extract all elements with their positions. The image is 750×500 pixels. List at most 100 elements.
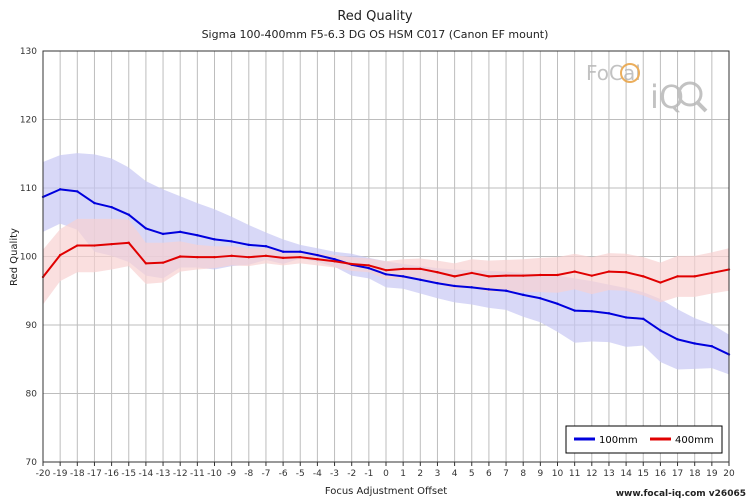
- data-point-100mm: [522, 293, 525, 297]
- data-point-400mm: [504, 274, 508, 277]
- data-point-100mm: [76, 190, 79, 193]
- data-point-100mm: [453, 284, 456, 288]
- x-tick-label: 7: [503, 469, 509, 479]
- legend-label-400mm: 400mm: [675, 435, 714, 446]
- data-point-400mm: [144, 262, 148, 265]
- data-point-100mm: [693, 342, 696, 345]
- data-point-400mm: [676, 275, 679, 278]
- data-point-400mm: [624, 271, 628, 274]
- x-tick-label: 13: [603, 469, 614, 479]
- data-point-400mm: [110, 242, 113, 246]
- data-point-400mm: [76, 244, 79, 247]
- x-tick-label: 19: [706, 469, 718, 479]
- data-point-400mm: [453, 275, 456, 278]
- data-point-100mm: [539, 297, 542, 300]
- data-point-100mm: [607, 312, 611, 315]
- data-point-100mm: [264, 245, 268, 248]
- data-point-100mm: [196, 234, 199, 237]
- y-tick-label: 80: [26, 390, 38, 400]
- data-point-400mm: [179, 255, 182, 258]
- x-tick-label: -8: [244, 469, 253, 479]
- y-tick-label: 100: [20, 253, 37, 263]
- x-tick-label: -1: [364, 469, 373, 479]
- x-tick-label: -11: [190, 469, 205, 479]
- data-point-100mm: [110, 205, 113, 209]
- data-point-400mm: [299, 255, 302, 259]
- footer-credit: www.focal-iq.com v26065: [616, 489, 746, 499]
- data-point-400mm: [401, 267, 405, 271]
- data-point-100mm: [93, 201, 96, 205]
- data-point-100mm: [659, 329, 662, 332]
- data-point-400mm: [539, 273, 542, 277]
- data-point-400mm: [642, 275, 645, 278]
- data-point-100mm: [127, 213, 130, 216]
- logo-magnifier-handle: [696, 101, 708, 113]
- data-point-400mm: [556, 273, 559, 277]
- y-tick-label: 120: [20, 116, 37, 126]
- data-point-400mm: [384, 269, 388, 272]
- confidence-bands: [43, 153, 729, 375]
- x-tick-label: -12: [173, 469, 188, 479]
- data-point-100mm: [316, 253, 319, 257]
- data-point-400mm: [710, 271, 714, 275]
- x-tick-label: -4: [313, 469, 322, 479]
- x-tick-label: 3: [435, 469, 441, 479]
- data-point-100mm: [333, 258, 336, 261]
- data-point-400mm: [58, 253, 62, 257]
- data-point-400mm: [213, 255, 216, 259]
- chart-title: Red Quality: [337, 9, 413, 24]
- x-tick-label: -19: [53, 469, 68, 479]
- logo-ring-icon: [620, 63, 640, 83]
- data-point-100mm: [642, 317, 645, 321]
- data-point-100mm: [247, 243, 250, 247]
- x-tick-label: 8: [520, 469, 526, 479]
- x-tick-label: 4: [452, 469, 458, 479]
- x-tick-label: -20: [36, 469, 51, 479]
- data-point-100mm: [213, 238, 216, 241]
- data-point-400mm: [196, 255, 199, 259]
- x-axis-label: Focus Adjustment Offset: [325, 486, 447, 497]
- y-tick-label: 110: [20, 184, 37, 194]
- series-lines: [41, 188, 731, 356]
- data-point-100mm: [299, 250, 302, 253]
- data-point-100mm: [161, 232, 165, 236]
- x-tick-label: -17: [87, 469, 102, 479]
- x-tick-label: -3: [330, 469, 339, 479]
- data-point-400mm: [333, 260, 336, 263]
- data-point-400mm: [487, 275, 491, 278]
- x-tick-label: -2: [347, 469, 356, 479]
- data-point-100mm: [470, 286, 473, 289]
- band-400mm: [43, 218, 729, 305]
- data-point-100mm: [573, 309, 576, 312]
- data-point-100mm: [367, 266, 371, 270]
- data-point-400mm: [93, 244, 96, 247]
- x-tick-label: 20: [723, 469, 735, 479]
- y-axis-ticks: 70 80 90 100 110 120 130: [20, 47, 37, 468]
- x-tick-label: 18: [689, 469, 701, 479]
- data-point-100mm: [179, 230, 182, 234]
- legend-label-100mm: 100mm: [599, 435, 638, 446]
- x-tick-label: 5: [469, 469, 475, 479]
- x-tick-label: 11: [569, 469, 580, 479]
- x-tick-label: -16: [104, 469, 119, 479]
- data-point-100mm: [230, 240, 233, 243]
- data-point-400mm: [470, 271, 473, 275]
- data-point-400mm: [522, 274, 525, 277]
- x-tick-label: 12: [586, 469, 597, 479]
- data-point-400mm: [367, 264, 371, 267]
- x-tick-label: -10: [207, 469, 222, 479]
- data-point-400mm: [607, 270, 611, 273]
- data-point-100mm: [419, 278, 422, 281]
- x-tick-label: 9: [537, 469, 543, 479]
- data-point-100mm: [144, 227, 148, 230]
- data-point-400mm: [590, 274, 593, 277]
- data-point-400mm: [247, 255, 250, 259]
- data-point-400mm: [316, 258, 319, 261]
- data-point-100mm: [281, 250, 285, 253]
- x-tick-label: 2: [417, 469, 423, 479]
- data-point-100mm: [401, 275, 405, 278]
- watermark-logo: FoCal iQ: [586, 61, 708, 116]
- data-point-100mm: [58, 188, 62, 191]
- x-tick-label: 10: [552, 469, 564, 479]
